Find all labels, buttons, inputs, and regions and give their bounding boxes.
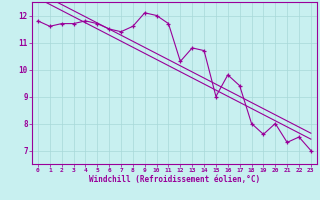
X-axis label: Windchill (Refroidissement éolien,°C): Windchill (Refroidissement éolien,°C) <box>89 175 260 184</box>
